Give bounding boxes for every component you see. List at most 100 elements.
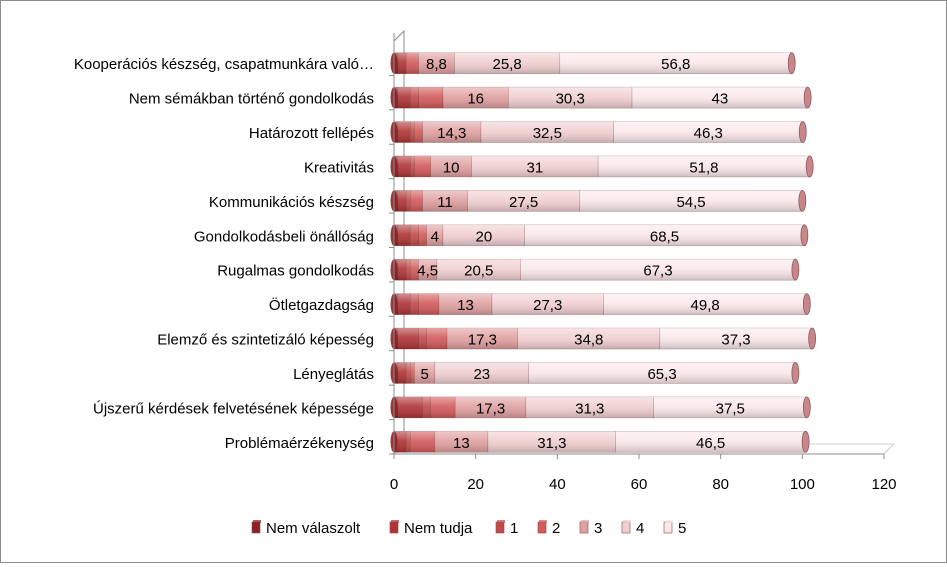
bar-row-kreativitas [390, 155, 814, 178]
bar-segment-shade-lenyeglatas-4 [434, 362, 529, 384]
bar-segment-shade-lenyeglatas-nem-tudja [398, 362, 407, 384]
category-label: Problémaérzékenység [225, 435, 374, 452]
bar-end-cap-elemzo-es-szintetizalo-kepesseg [808, 327, 817, 350]
bar-row-problemaerzekenyseg [390, 430, 810, 453]
bar-segment-shade-ujszeru-kerdesek-felvetesenek-kepessege-nem-tudja [398, 396, 423, 418]
bar-row-otletgazdagsag [390, 293, 811, 316]
bar-segment-shade-nem-semakban-torteno-gondolkodas-1 [410, 87, 419, 109]
bar-end-cap-hatarozott-fellepes [798, 121, 807, 143]
bar-segment-shade-problemaerzekenyseg-3 [434, 431, 488, 453]
bar-segment-shade-lenyeglatas-2 [410, 362, 415, 384]
data-labels-group: Kooperációs készség, csapatmunkára való…… [74, 56, 751, 452]
axes-group: 0 20 40 60 80 100 120 [389, 33, 897, 493]
bar-segment-shade-nem-semakban-torteno-gondolkodas-nem-tudja [398, 87, 411, 109]
bar-segment-shade-gondolkodasbeli-onallosag-nem-tudja [398, 224, 411, 246]
data-label-3: 4,5 [417, 263, 438, 280]
data-label-5: 46,5 [696, 435, 725, 452]
category-label: Kooperációs készség, csapatmunkára való… [74, 56, 374, 73]
x-tick-label: 100 [790, 476, 815, 493]
bar-segment-shade-gondolkodasbeli-onallosag-5 [524, 224, 805, 246]
legend-item-nem-valaszolt: Nem válaszolt [251, 520, 361, 537]
bar-segment-shade-otletgazdagsag-3 [438, 293, 492, 315]
bar-segment-shade-nem-semakban-torteno-gondolkodas-2 [418, 87, 443, 109]
bar-segment-shade-otletgazdagsag-nem-tudja [398, 293, 411, 315]
legend-label: 1 [510, 520, 518, 537]
bar-row-kommunikacios-keszseg [390, 189, 807, 212]
bar-segment-shade-kreativitas-4 [471, 155, 599, 177]
bar-segment-shade-kooperacios-keszseg-csapatmunkara-valo-2 [406, 52, 419, 74]
bar-segment-shade-problemaerzekenyseg-5 [615, 431, 806, 453]
data-label-3: 4 [431, 228, 439, 245]
bar-segment-shade-rugalmas-gondolkodas-nem-tudja [398, 259, 407, 281]
bar-segment-shade-kreativitas-nem-tudja [398, 155, 411, 177]
bar-segment-shade-ujszeru-kerdesek-felvetesenek-kepessege-2 [430, 396, 456, 418]
data-label-3: 17,3 [468, 332, 497, 349]
legend-item-4: 4 [621, 520, 644, 537]
data-label-4: 31,3 [575, 400, 604, 417]
bar-segment-shade-hatarozott-fellepes-2 [414, 121, 423, 143]
category-label: Elemző és szintetizáló képesség [157, 332, 374, 349]
bar-segment-shade-elemzo-es-szintetizalo-kepesseg-5 [659, 328, 813, 350]
bar-end-cap-gondolkodasbeli-onallosag [800, 224, 809, 247]
bar-segment-shade-ujszeru-kerdesek-felvetesenek-kepessege-5 [653, 396, 807, 418]
data-label-4: 34,8 [574, 332, 603, 349]
bar-segment-shade-hatarozott-fellepes-5 [613, 121, 803, 143]
bar-segment-shade-problemaerzekenyseg-2 [410, 431, 435, 453]
data-label-5: 43 [712, 91, 729, 108]
legend-label: Nem válaszolt [266, 520, 361, 537]
data-label-3: 17,3 [476, 400, 505, 417]
bar-segment-shade-elemzo-es-szintetizalo-kepesseg-4 [517, 328, 660, 350]
bar-row-lenyeglatas [390, 362, 800, 384]
bar-segment-shade-elemzo-es-szintetizalo-kepesseg-nem-tudja [398, 328, 419, 350]
bar-segment-shade-kreativitas-3 [430, 155, 472, 177]
bar-segment-shade-lenyeglatas-3 [414, 362, 435, 384]
bar-segment-shade-gondolkodasbeli-onallosag-2 [418, 224, 427, 246]
bar-segment-shade-ujszeru-kerdesek-felvetesenek-kepessege-1 [422, 396, 431, 418]
data-label-3: 16 [467, 91, 484, 108]
bar-end-cap-kommunikacios-keszseg [798, 189, 807, 212]
data-label-3: 11 [437, 194, 453, 211]
bar-segment-shade-otletgazdagsag-1 [410, 293, 419, 315]
legend-label: Nem tudja [404, 520, 473, 537]
legend-item-3: 3 [579, 520, 602, 537]
data-label-4: 20,5 [464, 263, 493, 280]
legend-item-5: 5 [663, 520, 686, 537]
x-tick-label: 20 [467, 476, 484, 493]
bar-segment-shade-kooperacios-keszseg-csapatmunkara-valo-4 [454, 52, 560, 74]
data-label-3: 13 [457, 297, 474, 314]
bar-segment-shade-ujszeru-kerdesek-felvetesenek-kepessege-4 [525, 396, 654, 418]
legend-swatch-top-2 [539, 520, 547, 523]
bar-segment-shade-kommunikacios-keszseg-nem-tudja [398, 190, 407, 212]
bar-segment-shade-hatarozott-fellepes-3 [422, 121, 481, 143]
data-label-3: 14,3 [437, 125, 466, 142]
bar-segment-shade-kreativitas-1 [410, 155, 415, 177]
bar-segment-shade-hatarozott-fellepes-nem-tudja [398, 121, 411, 143]
legend-label: 5 [678, 520, 686, 537]
category-label: Kommunikációs készség [209, 194, 374, 211]
bar-segment-shade-kooperacios-keszseg-csapatmunkara-valo-3 [418, 52, 455, 74]
bar-end-cap-problemaerzekenyseg [801, 430, 810, 453]
bar-segment-shade-problemaerzekenyseg-4 [487, 431, 616, 453]
x-tick-label: 40 [549, 476, 566, 493]
category-label: Kreativitás [304, 159, 374, 176]
bar-segment-shade-kreativitas-2 [414, 155, 431, 177]
data-label-4: 32,5 [533, 125, 562, 142]
category-label: Nem sémákban történő gondolkodás [129, 91, 374, 108]
bar-segment-shade-kommunikacios-keszseg-3 [422, 190, 468, 212]
bar-segment-shade-elemzo-es-szintetizalo-kepesseg-2 [426, 328, 448, 350]
bar-segment-shade-otletgazdagsag-5 [603, 293, 807, 315]
data-label-4: 31 [527, 159, 544, 176]
category-label: Ötletgazdagság [269, 296, 374, 314]
bar-end-cap-rugalmas-gondolkodas [791, 258, 800, 281]
category-label: Újszerű kérdések felvetésének képessége [93, 400, 374, 417]
data-label-3: 13 [453, 435, 470, 452]
data-label-5: 49,8 [691, 297, 720, 314]
data-label-5: 68,5 [650, 228, 679, 245]
legend-swatch-1 [495, 521, 505, 534]
legend-swatch-top-3 [581, 520, 589, 523]
bar-end-cap-kreativitas [805, 155, 814, 178]
category-label: Rugalmas gondolkodás [217, 263, 374, 280]
bar-row-ujszeru-kerdesek-felvetesenek-kepessege [390, 396, 811, 419]
legend-swatch-top-1 [497, 520, 505, 523]
